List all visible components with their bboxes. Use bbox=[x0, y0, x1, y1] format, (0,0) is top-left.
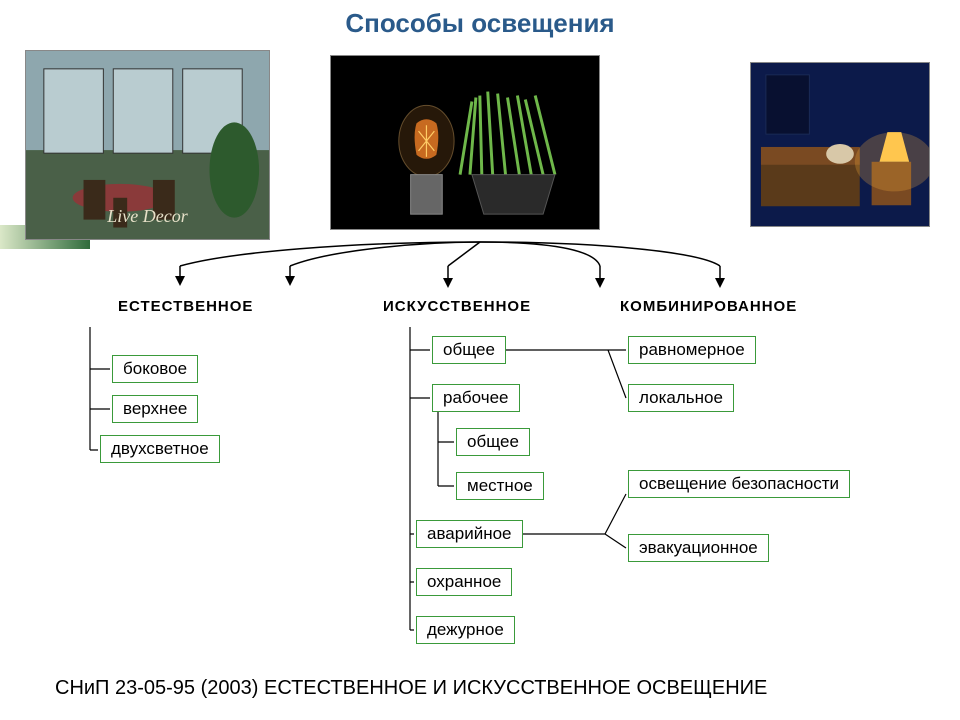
page-title: Способы освещения bbox=[0, 8, 960, 39]
node-box: аварийное bbox=[416, 520, 523, 548]
node-box: двухсветное bbox=[100, 435, 220, 463]
node-box: равномерное bbox=[628, 336, 756, 364]
node-box: освещение безопасности bbox=[628, 470, 850, 498]
node-box: местное bbox=[456, 472, 544, 500]
node-box: верхнее bbox=[112, 395, 198, 423]
image-bedroom-lamp bbox=[750, 62, 930, 227]
category-artificial: ИСКУССТВЕННОЕ bbox=[383, 298, 531, 315]
node-box: общее bbox=[432, 336, 506, 364]
image-lightbulb-plant bbox=[330, 55, 600, 230]
node-box: рабочее bbox=[432, 384, 520, 412]
category-natural: ЕСТЕСТВЕННОЕ bbox=[118, 298, 253, 315]
image-left-caption: Live Decor bbox=[26, 206, 269, 227]
node-box: общее bbox=[456, 428, 530, 456]
footer-citation: СНиП 23-05-95 (2003) ЕСТЕСТВЕННОЕ И ИСКУ… bbox=[55, 677, 767, 700]
bulb-plant-icon bbox=[331, 56, 599, 229]
category-combined: КОМБИНИРОВАННОЕ bbox=[620, 298, 797, 315]
node-box: боковое bbox=[112, 355, 198, 383]
node-box: эвакуационное bbox=[628, 534, 769, 562]
node-box: локальное bbox=[628, 384, 734, 412]
diagram-area: ЕСТЕСТВЕННОЕ ИСКУССТВЕННОЕ КОМБИНИРОВАННОЕ… bbox=[0, 232, 960, 652]
node-box: охранное bbox=[416, 568, 512, 596]
bedroom-icon bbox=[751, 63, 929, 226]
node-box: дежурное bbox=[416, 616, 515, 644]
image-natural-light-room: Live Decor bbox=[25, 50, 270, 240]
